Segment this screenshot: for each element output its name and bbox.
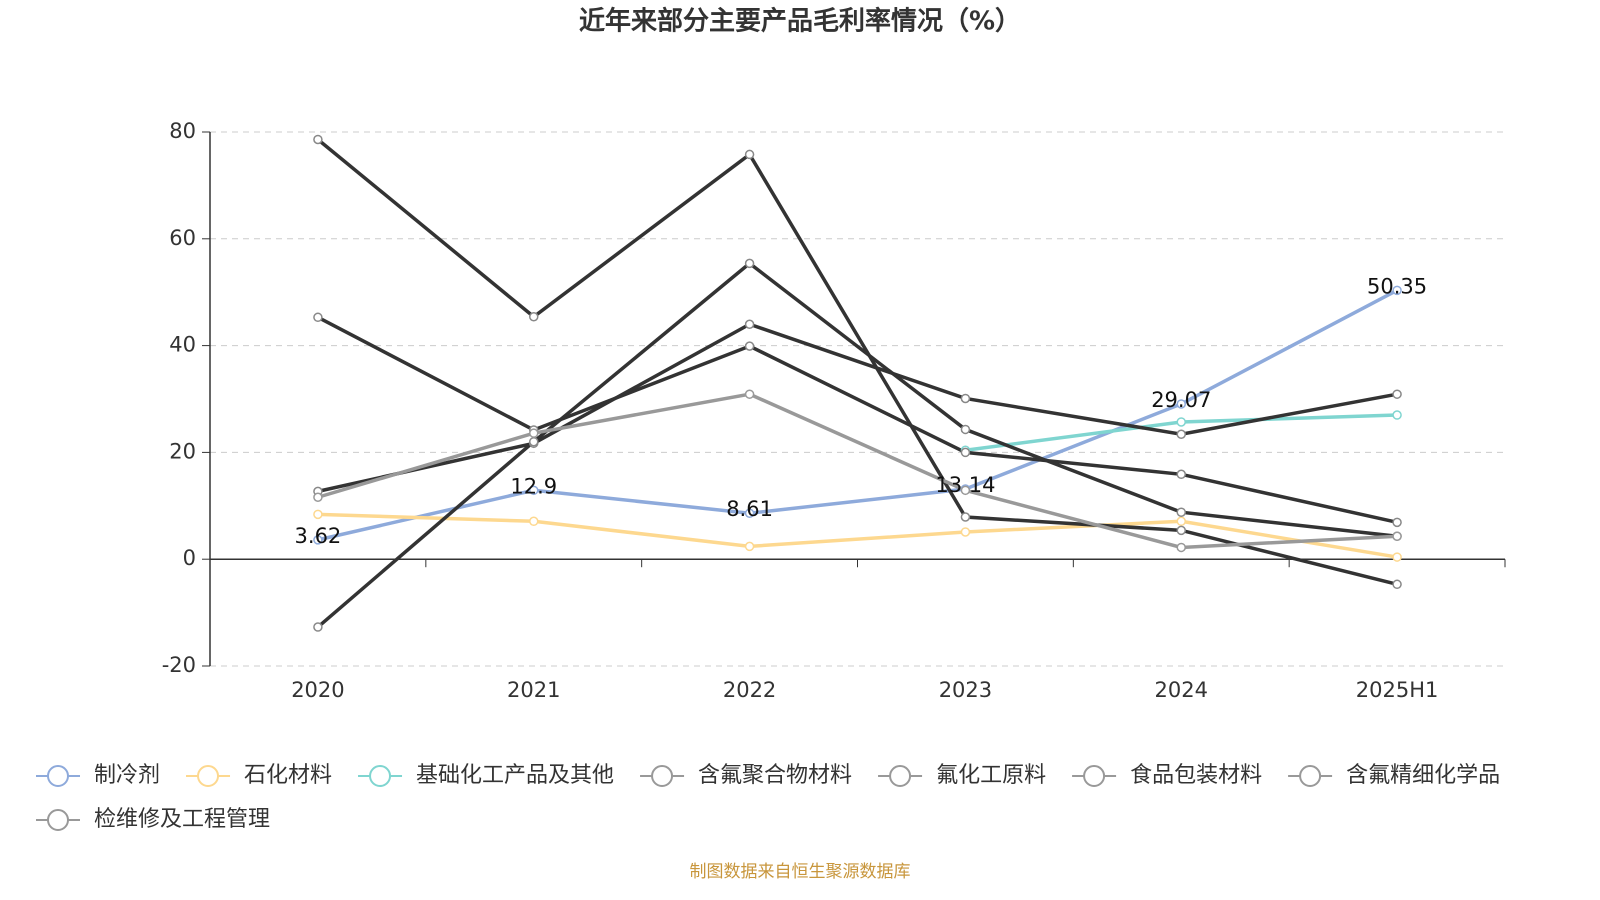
data-point [1176,516,1186,527]
legend-label: 食品包装材料 [1130,763,1262,788]
y-tick-label: 40 [169,333,196,357]
legend-icon [47,765,69,787]
data-point [744,389,755,399]
data-point [744,149,755,160]
data-label: 3.62 [295,524,342,548]
legend-label: 含氟精细化学品 [1346,763,1500,788]
x-tick-label: 2025H1 [1356,678,1439,702]
data-point [744,508,755,518]
data-point [960,424,971,435]
data-label: 8.61 [726,497,773,521]
legend-icon [197,765,220,787]
data-point [960,527,971,537]
x-tick-label: 2024 [1155,678,1208,702]
data-point [529,516,539,527]
data-point [1392,410,1402,420]
data-point [313,622,323,632]
legend-icon [651,765,674,787]
data-point [960,512,971,522]
legend-icon [369,765,392,787]
legend-item: 含氟精细化学品 [1288,763,1500,788]
legend-label: 含氟聚合物材料 [698,763,852,788]
data-point [1392,531,1402,541]
source-note: 制图数据来自恒生聚源数据库 [690,862,911,882]
data-point [960,485,971,496]
series-line [316,138,1398,586]
legend-label: 基础化工产品及其他 [416,763,614,788]
legend-label: 检维修及工程管理 [94,807,270,832]
legend-label: 制冷剂 [94,763,160,788]
data-point [529,428,539,438]
x-tick-label: 2021 [507,678,560,702]
data-point [1392,552,1402,562]
legend-icon [889,765,912,787]
y-tick-label: -20 [162,653,196,677]
data-point [744,541,755,552]
data-point [313,535,323,545]
legend-item: 氟化工原料 [878,763,1046,788]
data-point [1176,429,1186,439]
x-tick-label: 2023 [939,678,992,702]
legend-icon [1299,765,1322,787]
data-point [313,492,323,503]
series-line [317,322,1398,494]
data-point [313,509,323,520]
data-point [1176,507,1186,517]
y-tick-label: 60 [169,226,196,250]
data-point [529,485,539,496]
data-point [744,319,755,329]
data-point [1392,517,1402,528]
data-point [313,312,323,323]
series-line [317,288,1398,542]
data-point [1392,285,1402,296]
data-label: 12.9 [510,474,557,498]
legend-icon [1083,765,1106,787]
data-point [1176,469,1186,480]
legend-label: 石化材料 [244,763,332,788]
series-line [317,392,1398,550]
legend-item: 食品包装材料 [1072,763,1262,788]
data-label: 50.35 [1367,274,1427,298]
series-line [317,315,1398,525]
data-point [1176,399,1186,409]
legend-item: 石化材料 [186,763,332,788]
data-point [744,258,755,269]
data-point [1176,542,1186,553]
data-point [1392,389,1402,399]
x-tick-label: 2022 [723,678,776,702]
data-label: 29.07 [1151,388,1211,412]
data-point [1392,579,1402,590]
data-point [313,134,323,145]
data-point [960,447,971,458]
chart-title: 近年来部分主要产品毛利率情况（%） [579,6,1021,37]
series-line [316,261,1398,629]
legend-label: 氟化工原料 [936,763,1046,788]
legend-item: 制冷剂 [36,763,160,788]
legend-item: 含氟聚合物材料 [640,763,852,788]
x-tick-label: 2020 [291,678,344,702]
y-tick-label: 80 [169,119,196,143]
series-line [317,512,1398,559]
data-point [529,312,539,322]
data-point [1176,525,1186,536]
y-tick-label: 0 [183,546,196,570]
legend-item: 检维修及工程管理 [36,807,270,832]
data-point [529,436,539,447]
y-tick-label: 20 [169,439,196,463]
legend-item: 基础化工产品及其他 [358,763,614,788]
data-point [960,393,971,404]
data-point [744,341,755,351]
data-point [1176,417,1186,427]
legend-icon [47,809,69,831]
